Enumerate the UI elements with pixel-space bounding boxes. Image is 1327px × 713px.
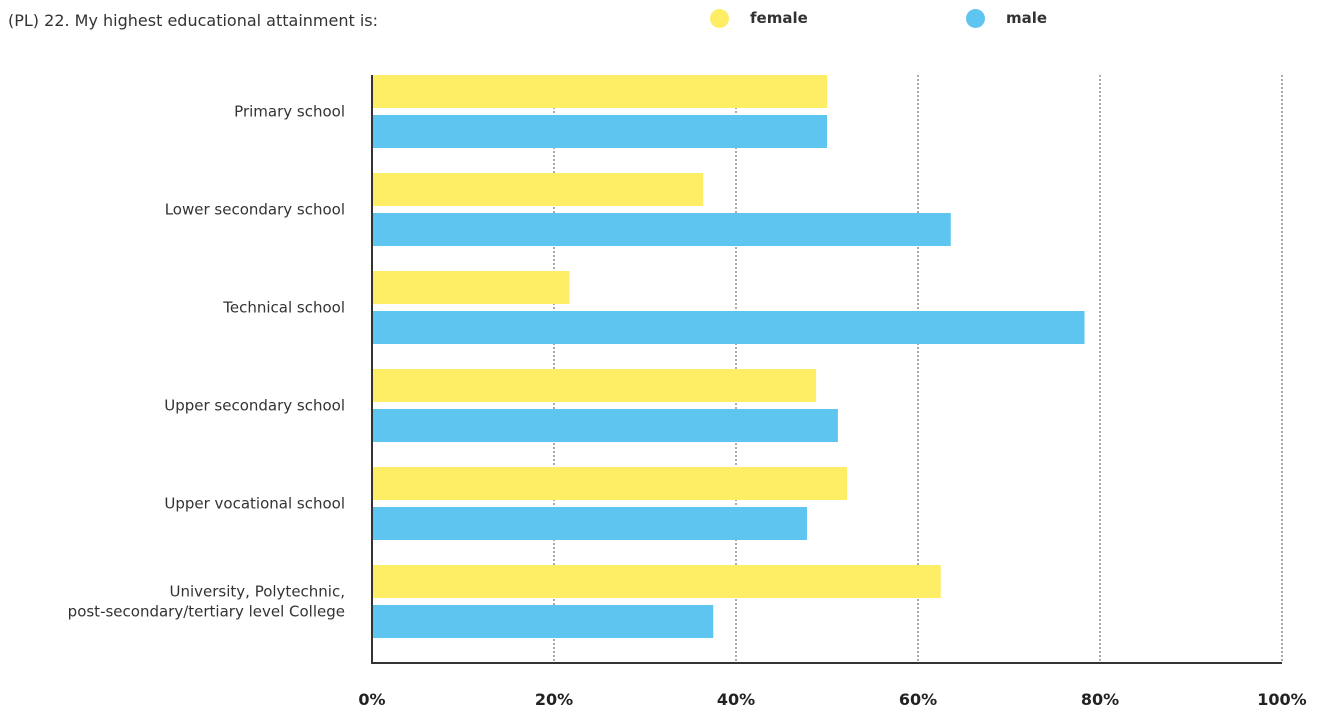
category-label: Lower secondary school [165, 201, 345, 219]
bar-male [372, 311, 1085, 344]
bar-female [372, 369, 817, 402]
x-tick-label: 40% [717, 690, 755, 709]
x-tick-label: 80% [1081, 690, 1119, 709]
category-label: Primary school [234, 103, 345, 121]
legend-label-male: male [1006, 9, 1048, 27]
bar-female [372, 271, 570, 304]
bar-female [372, 565, 941, 598]
category-label: Upper vocational school [164, 495, 345, 513]
bar-female [372, 467, 848, 500]
bar-female [372, 173, 704, 206]
x-tick-label: 0% [358, 690, 385, 709]
legend-item-male: male [966, 5, 1047, 31]
category-label: Upper secondary school [164, 397, 345, 415]
legend-item-female: female [710, 5, 808, 31]
x-tick-label: 60% [899, 690, 937, 709]
bar-male [372, 213, 951, 246]
bar-male [372, 115, 827, 148]
legend-swatch-male [966, 8, 985, 28]
bar-male [372, 605, 714, 638]
chart-title: (PL) 22. My highest educational attainme… [8, 11, 379, 30]
bar-male [372, 507, 807, 540]
category-label: University, Polytechnic, post-secondary/t… [68, 583, 345, 621]
x-tick-label: 20% [535, 690, 573, 709]
x-tick-label: 100% [1257, 690, 1306, 709]
bar-male [372, 409, 838, 442]
bar-female [372, 75, 827, 108]
category-label: Technical school [222, 299, 345, 317]
legend-swatch-female [710, 8, 729, 28]
legend-label-female: female [750, 9, 808, 27]
